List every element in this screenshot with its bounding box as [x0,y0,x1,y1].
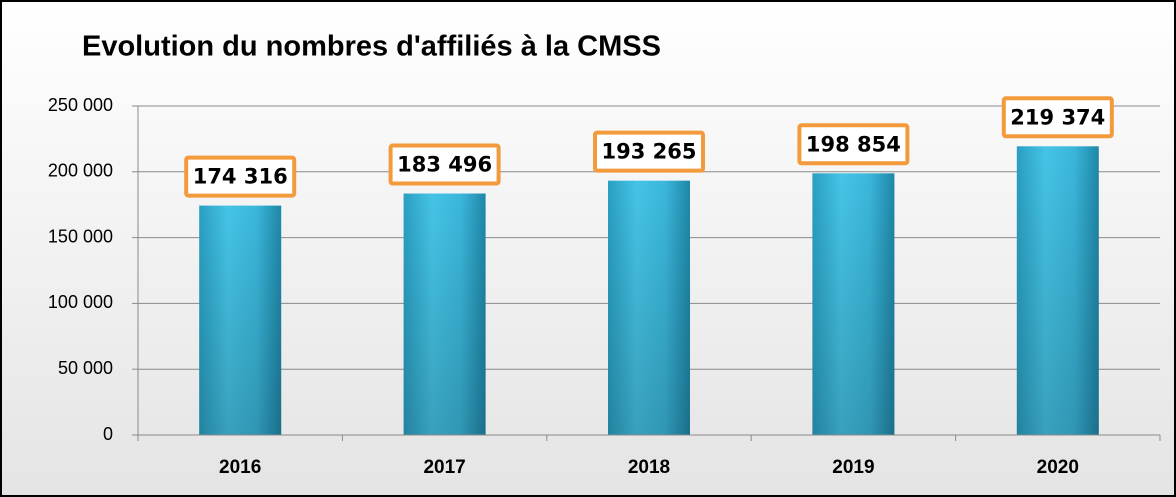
y-tick-label: 200 000 [48,161,113,181]
y-tick-label: 100 000 [48,292,113,312]
bar-shade [812,173,895,435]
value-label-box [388,143,501,186]
y-tick-label: 0 [103,424,113,444]
x-tick-label: 2016 [219,457,261,478]
value-label: 219 374 [1010,105,1105,129]
value-label-box [593,130,705,173]
bar-shade [1016,146,1099,435]
x-tick-label: 2019 [832,457,874,478]
value-label: 193 265 [602,140,697,164]
chart-title: Evolution du nombres d'affiliés à la CMS… [82,31,661,63]
value-label: 174 316 [193,165,288,189]
bar-shade [199,205,282,435]
value-label-box [184,155,297,198]
x-tick-label: 2018 [628,457,670,478]
value-label: 183 496 [397,153,492,177]
y-tick-label: 50 000 [58,358,113,378]
x-tick-label: 2020 [1037,457,1079,478]
y-tick-label: 250 000 [48,95,113,115]
bar-shade [608,180,690,435]
value-label: 198 854 [806,132,901,156]
x-tick-label: 2017 [423,457,465,478]
value-label-box [797,123,910,166]
bar-shade [403,193,486,435]
value-label-box [1001,96,1114,139]
y-tick-label: 150 000 [48,226,113,246]
